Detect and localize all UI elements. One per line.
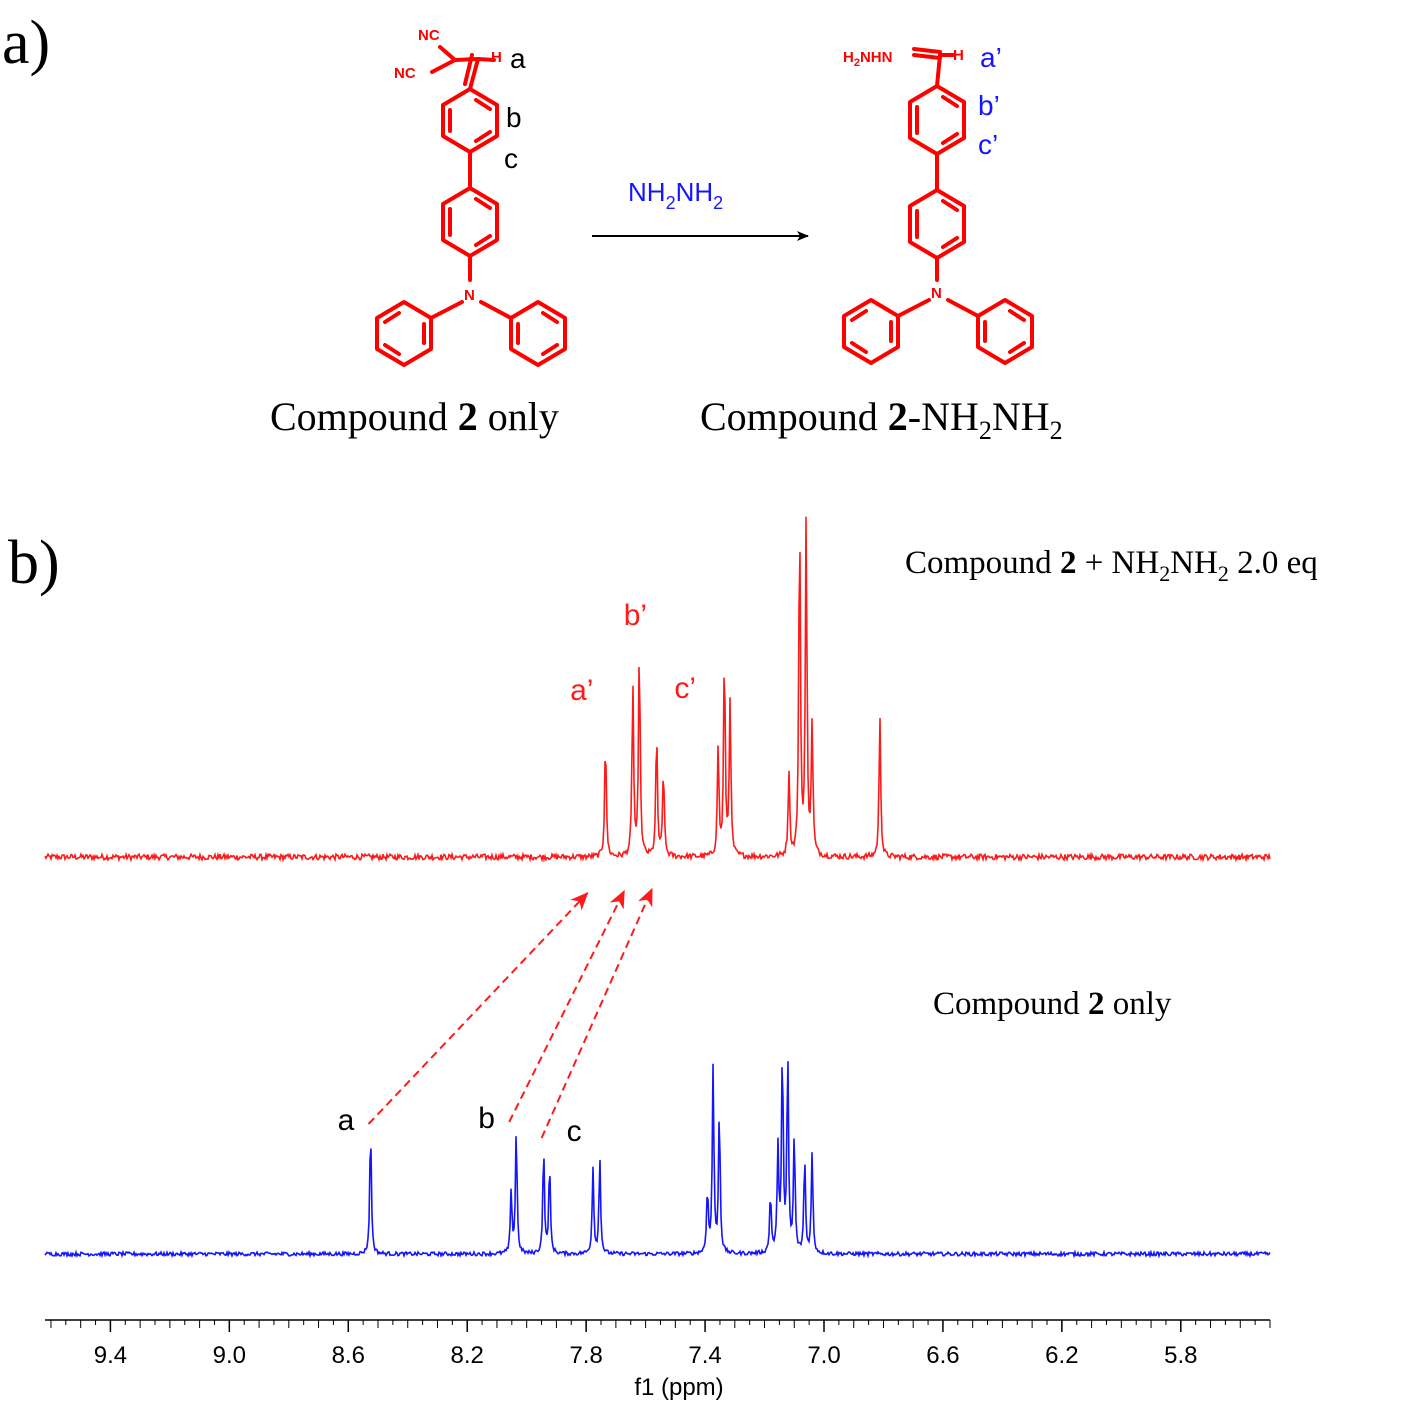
reactant-spectrum-trace <box>44 1061 1271 1259</box>
reactant-caption: Compound 2 only <box>270 394 559 439</box>
reactant-proton-a: a <box>510 43 526 74</box>
reactant-n-atom: N <box>464 287 475 304</box>
reactant-nc-top: NC <box>418 27 440 44</box>
product-proton-b: b’ <box>978 90 1000 121</box>
shift-arrow-2 <box>540 887 653 1139</box>
x-tick-label: 6.6 <box>926 1342 959 1369</box>
product-caption: Compound 2-NH2NH2 <box>700 394 1063 445</box>
shift-arrows <box>367 887 653 1139</box>
x-axis-label: f1 (ppm) <box>634 1374 723 1401</box>
x-tick-label: 7.8 <box>569 1342 602 1369</box>
reactant-proton-c: c <box>504 143 518 174</box>
x-tick-label: 7.4 <box>688 1342 721 1369</box>
panel-b-label: b) <box>8 529 60 597</box>
shift-arrow-1 <box>508 889 626 1123</box>
x-axis: 9.4 9.0 8.6 8.2 7.8 7.4 7.0 6.6 6.2 5.8 f1 (ppm) <box>45 1319 1271 1401</box>
product-peak-label-2: c’ <box>674 672 696 705</box>
reactant-proton-b: b <box>506 102 522 133</box>
x-tick-label: 8.2 <box>451 1342 484 1369</box>
x-tick-label: 5.8 <box>1164 1342 1197 1369</box>
reactant-peak-label-0: a <box>338 1104 355 1137</box>
product-peak-label-1: b’ <box>624 599 647 632</box>
x-tick-label: 9.4 <box>94 1342 127 1369</box>
x-tick-label: 8.6 <box>332 1342 365 1369</box>
product-proton-c: c’ <box>978 129 998 160</box>
reactant-peak-label-1: b <box>478 1102 495 1135</box>
product-spectrum-trace <box>44 516 1271 863</box>
product-hydrazone-group: H2NHN <box>843 49 892 69</box>
bottom-spectrum-title: Compound 2 only <box>933 986 1172 1022</box>
x-tick-label: 9.0 <box>213 1342 246 1369</box>
reactant-structure: NC NC H N <box>375 27 567 367</box>
reactant-nc-left: NC <box>394 65 416 82</box>
nmr-spectra <box>44 516 1271 1259</box>
product-h-atom: H <box>953 47 964 64</box>
reactant-peak-label-2: c <box>567 1115 582 1148</box>
x-tick-label: 6.2 <box>1045 1342 1078 1369</box>
peak-labels: a’ b’ c’ a b c <box>338 599 697 1148</box>
product-proton-a: a’ <box>980 42 1002 73</box>
panel-a: a) NC NC H N <box>2 9 1063 445</box>
shift-arrow-0 <box>367 892 589 1125</box>
reactant-h-atom: H <box>491 49 502 66</box>
product-n-atom: N <box>931 285 942 302</box>
top-spectrum-title: Compound 2 + NH2NH2 2.0 eq <box>905 545 1318 586</box>
panel-a-label: a) <box>2 9 50 77</box>
product-peak-label-0: a’ <box>570 674 593 707</box>
reagent-label: NH2NH2 <box>628 177 723 213</box>
panel-b: b) Compound 2 + NH2NH2 2.0 eq Compound 2… <box>8 516 1318 1401</box>
x-tick-label: 7.0 <box>807 1342 840 1369</box>
product-structure: H2NHN H N <box>842 47 1034 365</box>
